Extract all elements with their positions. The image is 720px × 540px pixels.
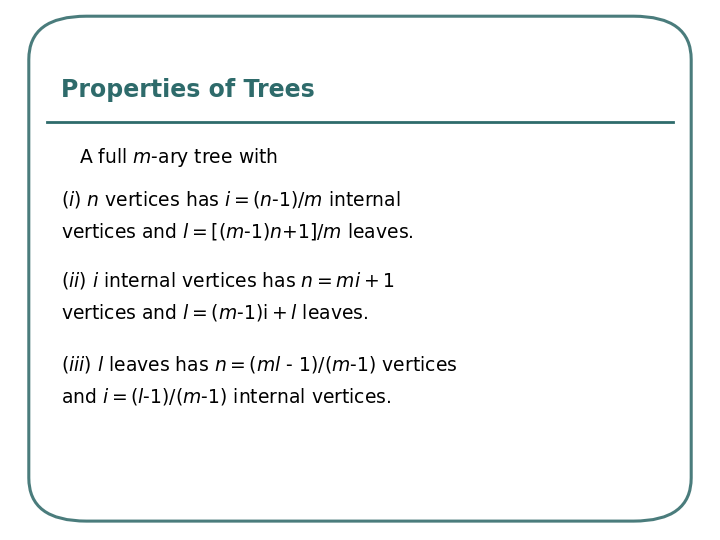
Text: A full $m$-ary tree with: A full $m$-ary tree with [79,146,279,169]
Text: and $i = (l\text{-}1)/(m\text{-}1)$ internal vertices.: and $i = (l\text{-}1)/(m\text{-}1)$ inte… [61,386,392,407]
Text: $(i)$ $n$ vertices has $i = (n\text{-}1)/m$ internal: $(i)$ $n$ vertices has $i = (n\text{-}1)… [61,189,401,210]
Text: vertices and $l = [(m\text{-}1)n{+}1]/m$ leaves.: vertices and $l = [(m\text{-}1)n{+}1]/m$… [61,221,414,242]
Text: Properties of Trees: Properties of Trees [61,78,315,102]
Text: $(ii)$ $i$ internal vertices has $n = mi + 1$: $(ii)$ $i$ internal vertices has $n = mi… [61,270,395,291]
Text: vertices and $l = (m\text{-}1)\mathrm{i} + l$ leaves.: vertices and $l = (m\text{-}1)\mathrm{i}… [61,302,369,323]
Text: $(iii)$ $l$ leaves has $n = (ml\ \text{-}\ 1)/(m\text{-}1)$ vertices: $(iii)$ $l$ leaves has $n = (ml\ \text{-… [61,354,458,375]
FancyBboxPatch shape [29,16,691,521]
